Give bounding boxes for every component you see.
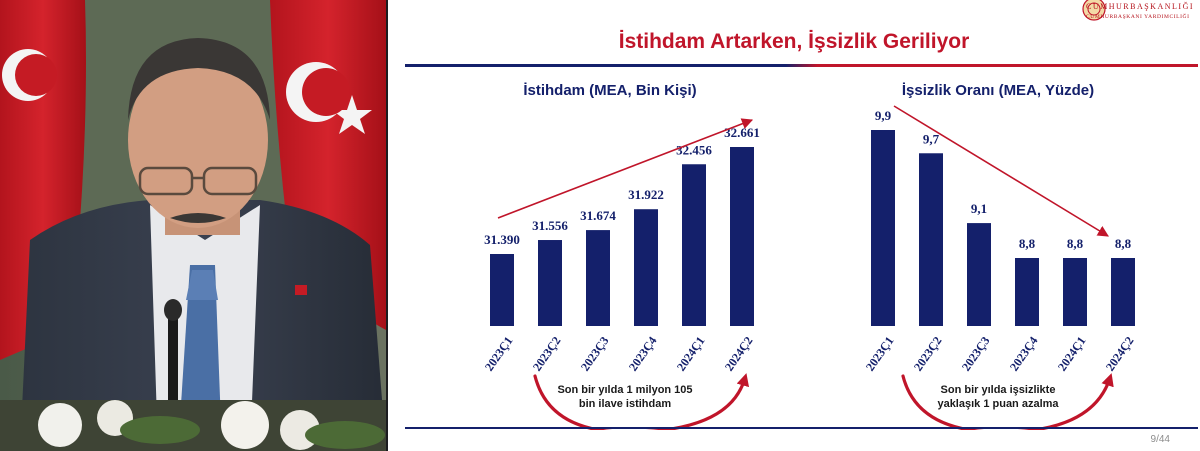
value-label-2024Ç2: 8,8 bbox=[1115, 236, 1132, 251]
value-label-2023Ç3: 31.674 bbox=[580, 208, 616, 223]
value-label-2024Ç1: 8,8 bbox=[1067, 236, 1084, 251]
unemployment-chart: İşsizlik Oranı (MEA, Yüzde) 9,9 2023Ç1 9,7… bbox=[828, 70, 1168, 430]
value-label-2023Ç2: 9,7 bbox=[923, 131, 940, 146]
speaker-video-feed bbox=[0, 0, 386, 451]
category-label-2024Ç2: 2024Ç2 bbox=[722, 334, 756, 374]
category-label-2023Ç2: 2023Ç2 bbox=[911, 334, 945, 374]
bar-2023Ç3 bbox=[967, 223, 991, 326]
bar-2024Ç1 bbox=[1063, 258, 1087, 326]
employment-chart-title: İstihdam (MEA, Bin Kişi) bbox=[523, 82, 697, 99]
unemployment-note-line-2: yaklaşık 1 puan azalma bbox=[937, 398, 1059, 410]
value-label-2024Ç2: 32.661 bbox=[724, 125, 760, 140]
presentation-slide: CUMHURBAŞKANLIĞI CUMHURBAŞKANI YARDIMCIL… bbox=[388, 0, 1200, 451]
category-label-2023Ç1: 2023Ç1 bbox=[863, 334, 897, 374]
value-label-2024Ç1: 32.456 bbox=[676, 142, 712, 157]
employment-note: Son bir yılda 1 milyon 105 bin ilave ist… bbox=[525, 383, 725, 411]
value-label-2023Ç3: 9,1 bbox=[971, 201, 987, 216]
bar-2024Ç2 bbox=[1111, 258, 1135, 326]
page-number: 9/44 bbox=[1150, 434, 1170, 445]
category-label-2023Ç3: 2023Ç3 bbox=[959, 334, 993, 374]
trend-arrow-up bbox=[497, 118, 754, 219]
category-label-2024Ç1: 2024Ç1 bbox=[1055, 334, 1089, 374]
bar-2024Ç2 bbox=[730, 147, 754, 326]
bar-2023Ç2 bbox=[538, 240, 562, 326]
bar-2023Ç1 bbox=[871, 130, 895, 326]
logo-text-vice-presidency: CUMHURBAŞKANI YARDIMCILIĞI bbox=[1086, 14, 1190, 20]
footer-divider bbox=[405, 427, 1198, 429]
presidency-logo bbox=[1080, 0, 1200, 28]
employment-chart-plot: 31.390 2023Ç1 31.556 2023Ç2 31.674 2023Ç3 31.9… bbox=[482, 118, 760, 430]
title-divider bbox=[405, 64, 1198, 67]
unemployment-note-line-1: Son bir yılda işsizlikte bbox=[940, 384, 1056, 396]
value-label-2023Ç4: 31.922 bbox=[628, 187, 664, 202]
employment-chart: İstihdam (MEA, Bin Kişi) 31.390 2023Ç1 31.… bbox=[440, 70, 780, 430]
value-label-2023Ç1: 31.390 bbox=[484, 232, 520, 247]
unemployment-chart-plot: 9,9 2023Ç1 9,7 2023Ç2 9,1 2023Ç3 8,8 2023Ç4 8,8 2… bbox=[863, 105, 1137, 430]
bar-2023Ç4 bbox=[1015, 258, 1039, 326]
category-label-2023Ç2: 2023Ç2 bbox=[530, 334, 564, 374]
category-label-2023Ç3: 2023Ç3 bbox=[578, 334, 612, 374]
bar-2024Ç1 bbox=[682, 164, 706, 326]
category-label-2023Ç1: 2023Ç1 bbox=[482, 334, 516, 374]
bar-2023Ç2 bbox=[919, 153, 943, 326]
category-label-2024Ç1: 2024Ç1 bbox=[674, 334, 708, 374]
value-label-2023Ç2: 31.556 bbox=[532, 218, 568, 233]
slide-title: İstihdam Artarken, İşsizlik Geriliyor bbox=[618, 30, 970, 53]
bar-2023Ç4 bbox=[634, 209, 658, 326]
unemployment-note: Son bir yılda işsizlikte yaklaşık 1 puan… bbox=[898, 383, 1098, 411]
trend-arrow-down bbox=[893, 105, 1109, 237]
logo-text-presidency: CUMHURBAŞKANLIĞI bbox=[1086, 2, 1195, 11]
bar-2023Ç3 bbox=[586, 230, 610, 326]
category-label-2023Ç4: 2023Ç4 bbox=[626, 334, 660, 374]
value-label-2023Ç4: 8,8 bbox=[1019, 236, 1036, 251]
employment-note-line-2: bin ilave istihdam bbox=[578, 398, 672, 410]
bar-2023Ç1 bbox=[490, 254, 514, 326]
category-label-2024Ç2: 2024Ç2 bbox=[1103, 334, 1137, 374]
category-label-2023Ç4: 2023Ç4 bbox=[1007, 334, 1041, 374]
speaker-image bbox=[0, 0, 386, 451]
unemployment-chart-title: İşsizlik Oranı (MEA, Yüzde) bbox=[901, 82, 1095, 99]
period-arrow bbox=[901, 373, 1114, 430]
employment-note-line-1: Son bir yılda 1 milyon 105 bbox=[557, 384, 693, 396]
value-label-2023Ç1: 9,9 bbox=[875, 108, 892, 123]
period-arrow bbox=[533, 373, 750, 430]
